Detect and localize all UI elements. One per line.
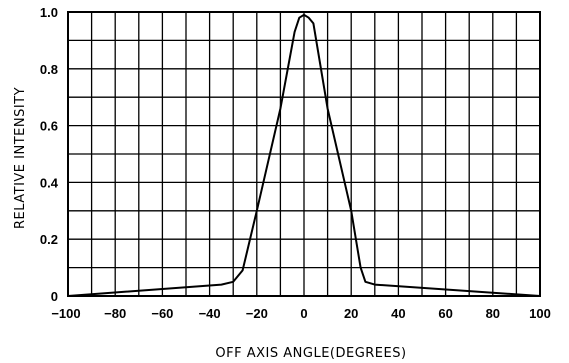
series-line-0 [67, 13, 541, 297]
x-tick-label: 80 [486, 306, 500, 321]
y-tick-label: 0.2 [40, 232, 58, 247]
x-tick-label: −100 [51, 306, 80, 321]
grid [68, 12, 540, 296]
x-tick-label: 60 [438, 306, 452, 321]
x-tick-label: −40 [199, 306, 221, 321]
y-tick-label: 1.0 [40, 5, 58, 20]
y-axis-label: RELATIVE INTENSITY [13, 87, 28, 229]
plot-border [67, 11, 541, 297]
y-tick-label: 0.6 [40, 119, 58, 134]
y-tick-label: 0 [51, 289, 58, 304]
x-tick-labels: −100 −80 −60 −40 −20 0 20 40 60 80 100 [51, 306, 551, 321]
x-axis-label: OFF AXIS ANGLE(DEGREES) [215, 346, 406, 361]
x-tick-label: 100 [529, 306, 551, 321]
y-tick-label: 0.8 [40, 62, 58, 77]
y-tick-labels: 0 0.2 0.4 0.6 0.8 1.0 [40, 5, 59, 304]
x-tick-label: −80 [104, 306, 126, 321]
x-tick-label: 0 [300, 306, 307, 321]
x-tick-label: 20 [344, 306, 358, 321]
x-tick-label: 40 [391, 306, 405, 321]
x-tick-label: −60 [151, 306, 173, 321]
curve-layer [67, 13, 541, 297]
x-tick-label: −20 [246, 306, 268, 321]
y-tick-label: 0.4 [40, 175, 59, 190]
